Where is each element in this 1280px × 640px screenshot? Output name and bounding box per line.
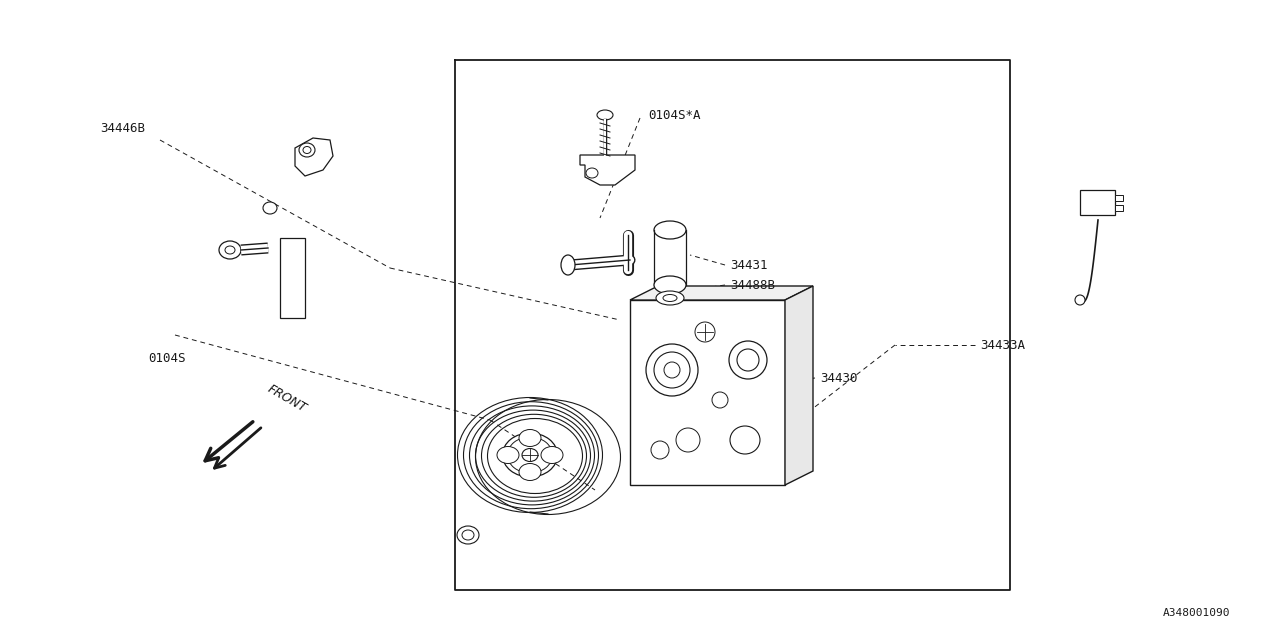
Ellipse shape: [219, 241, 241, 259]
Ellipse shape: [663, 294, 677, 301]
Ellipse shape: [664, 362, 680, 378]
Ellipse shape: [695, 322, 716, 342]
Text: 0104S*A: 0104S*A: [648, 109, 700, 122]
Ellipse shape: [646, 344, 698, 396]
Text: A348001090: A348001090: [1162, 608, 1230, 618]
Polygon shape: [580, 155, 635, 185]
Ellipse shape: [652, 441, 669, 459]
Ellipse shape: [462, 530, 474, 540]
Ellipse shape: [657, 291, 684, 305]
Bar: [1080, 190, 1115, 215]
Text: 34488B: 34488B: [730, 278, 774, 291]
Ellipse shape: [654, 276, 686, 294]
Ellipse shape: [541, 447, 563, 463]
Ellipse shape: [457, 526, 479, 544]
Bar: [1115, 195, 1123, 201]
Polygon shape: [294, 138, 333, 176]
Ellipse shape: [730, 426, 760, 454]
Ellipse shape: [262, 202, 276, 214]
Polygon shape: [630, 286, 813, 300]
Ellipse shape: [654, 221, 686, 239]
Text: FRONT: FRONT: [265, 382, 308, 415]
Ellipse shape: [518, 429, 541, 447]
Ellipse shape: [503, 433, 558, 477]
Ellipse shape: [712, 392, 728, 408]
Ellipse shape: [561, 255, 575, 275]
Bar: [630, 300, 785, 485]
Ellipse shape: [300, 143, 315, 157]
Bar: [1115, 205, 1123, 211]
Ellipse shape: [518, 463, 541, 481]
Ellipse shape: [676, 428, 700, 452]
Ellipse shape: [522, 449, 538, 461]
Ellipse shape: [596, 110, 613, 120]
Ellipse shape: [654, 352, 690, 388]
Ellipse shape: [730, 341, 767, 379]
Polygon shape: [785, 286, 813, 485]
Ellipse shape: [1075, 295, 1085, 305]
Ellipse shape: [586, 168, 598, 178]
Bar: [280, 238, 305, 318]
Ellipse shape: [225, 246, 236, 254]
Text: 34431: 34431: [730, 259, 768, 271]
Text: 34446B: 34446B: [100, 122, 145, 134]
Text: 0104S: 0104S: [148, 351, 186, 365]
Text: 34430: 34430: [820, 371, 858, 385]
Ellipse shape: [303, 147, 311, 154]
Text: 34433A: 34433A: [980, 339, 1025, 351]
Ellipse shape: [737, 349, 759, 371]
Ellipse shape: [497, 447, 518, 463]
